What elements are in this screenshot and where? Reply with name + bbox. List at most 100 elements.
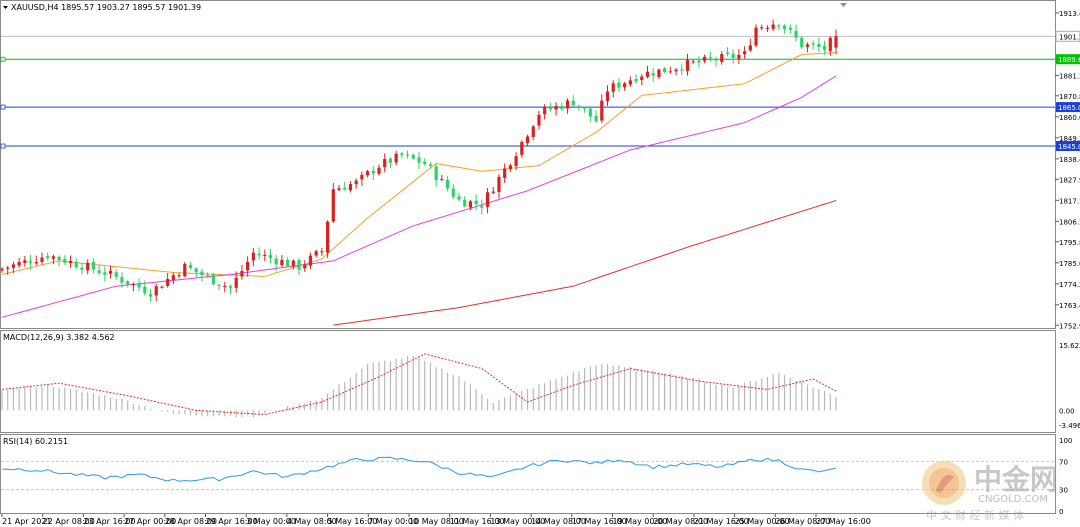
symbol-header: XAUUSD,H4 1895.57 1903.27 1895.57 1901.3…	[11, 3, 201, 12]
candle-body	[503, 168, 507, 178]
symbol-dropdown-icon[interactable]	[3, 6, 8, 9]
candle-body	[160, 286, 164, 288]
price-tick-label: 1901.39	[1059, 33, 1080, 41]
candle-body	[206, 274, 210, 276]
candle-body	[731, 53, 735, 59]
candle-body	[617, 82, 621, 88]
candle-body	[834, 36, 838, 48]
macd-label: MACD(12,26,9) 3.382 4.562	[3, 333, 115, 342]
time-tick-label: 29 Apr 16:00	[206, 517, 258, 526]
candle-body	[194, 268, 198, 273]
candle-body	[822, 45, 827, 50]
candle-body	[560, 105, 564, 109]
candle-body	[714, 59, 718, 61]
candle-body	[697, 60, 701, 63]
candle-body	[217, 284, 221, 286]
candle-body	[246, 261, 250, 271]
candle-body	[777, 25, 781, 27]
candle-body	[611, 83, 615, 92]
candle-body	[291, 260, 295, 267]
candle-body	[303, 264, 307, 269]
candle-body	[148, 294, 153, 297]
time-tick-label: 27 Apr 00:00	[124, 517, 176, 526]
price-tick-label: 1817.10	[1059, 197, 1080, 205]
level-price-label: 1865.00	[1058, 104, 1080, 112]
candle-body	[588, 108, 592, 117]
candle-body	[234, 277, 238, 288]
candle-body	[828, 37, 832, 52]
main-panel	[0, 0, 1056, 329]
candle-body	[685, 59, 690, 71]
chart-shift-marker-icon[interactable]	[840, 3, 847, 7]
last-price-box	[1055, 30, 1080, 42]
candle-body	[508, 165, 512, 170]
candle-body	[17, 261, 21, 266]
candle-body	[537, 114, 541, 126]
candle-body	[651, 73, 655, 76]
candle-body	[251, 252, 255, 261]
candle-body	[491, 191, 495, 193]
rsi-tick-label: 30	[1059, 487, 1068, 495]
candle-body	[708, 57, 712, 59]
level-price-box	[1056, 102, 1080, 113]
candle-body	[23, 260, 27, 263]
candle-body	[268, 255, 273, 259]
time-tick-label: 21 Apr 2021	[2, 517, 51, 526]
price-tick-label: 1827.90	[1059, 176, 1080, 184]
candle-body	[628, 80, 632, 85]
candle-body	[423, 161, 427, 165]
level-anchor-icon	[0, 56, 6, 62]
macd-panel	[0, 330, 1056, 433]
candle-body	[108, 270, 113, 274]
candle-body	[200, 271, 204, 276]
candle-body	[514, 156, 518, 167]
time-tick-label: 25 May 00:00	[735, 517, 790, 526]
candle-body	[377, 167, 381, 174]
candle-body	[188, 265, 193, 269]
time-tick-label: 28 Apr 08:00	[165, 517, 217, 526]
candle-body	[0, 268, 4, 271]
candle-body	[114, 272, 118, 277]
macd-tick-label: 0.00	[1059, 407, 1075, 415]
candle-body	[320, 251, 324, 253]
candle-body	[594, 115, 598, 122]
time-tick-label: 10 May 08:00	[409, 517, 464, 526]
price-tick-label: 1774.20	[1059, 281, 1080, 289]
cngold-watermark: 中金网 CNGOLD.COM 中 文 财 经 新 媒 体	[922, 461, 1058, 522]
candle-body	[428, 164, 433, 166]
candle-body	[308, 255, 313, 266]
rsi-tick-label: 70	[1059, 458, 1068, 466]
time-tick-label: 19 May 00:00	[613, 517, 668, 526]
candle-body	[525, 136, 530, 143]
price-tick-label: 1763.40	[1059, 302, 1080, 310]
candle-body	[97, 270, 101, 274]
candle-body	[480, 205, 484, 208]
time-tick-label: 13 May 00:00	[490, 517, 545, 526]
candle-body	[154, 286, 158, 296]
candle-body	[600, 100, 604, 121]
candle-body	[405, 154, 410, 156]
candle-body	[371, 170, 375, 174]
candle-body	[703, 56, 707, 62]
candle-body	[754, 27, 758, 46]
candle-body	[520, 141, 524, 155]
candle-body	[811, 43, 815, 45]
candle-body	[565, 100, 570, 109]
candle-body	[211, 274, 215, 285]
candle-body	[6, 267, 10, 269]
level-price-label: 1889.60	[1058, 56, 1080, 64]
candle-body	[748, 45, 752, 51]
candle-body	[577, 105, 581, 108]
price-tick-label: 1860.00	[1059, 114, 1080, 122]
candle-body	[143, 286, 147, 294]
candle-body	[800, 37, 804, 48]
price-tick-label: 1795.80	[1059, 239, 1080, 247]
time-tick-label: 21 May 16:00	[694, 517, 749, 526]
candle-body	[286, 259, 290, 267]
candle-body	[388, 158, 393, 163]
candle-body	[485, 192, 490, 207]
candle-body	[457, 196, 461, 200]
candle-body	[737, 54, 741, 59]
price-tick-label: 1913.40	[1059, 10, 1080, 18]
